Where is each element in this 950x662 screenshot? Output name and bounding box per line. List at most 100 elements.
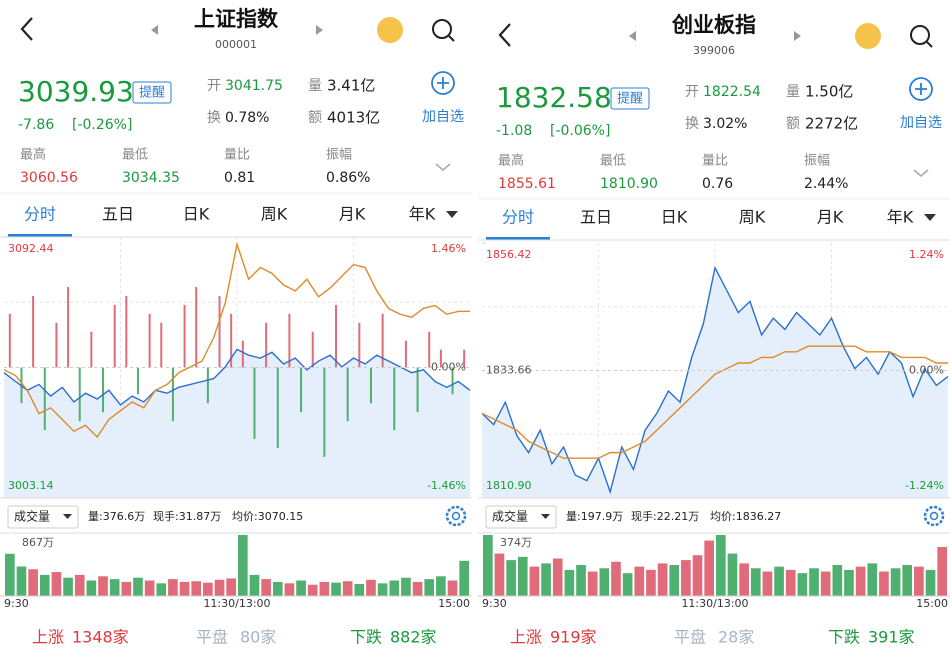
volume-bar: [914, 566, 924, 596]
tab[interactable]: 分时: [502, 208, 534, 227]
tab[interactable]: 年K: [409, 205, 436, 224]
alert-badge[interactable]: [132, 81, 172, 104]
volume-bar: [39, 574, 50, 596]
y2-tick-label: 1.46%: [431, 242, 466, 255]
prev-index[interactable]: [151, 25, 158, 35]
settings-icon[interactable]: [445, 505, 467, 527]
volume-bar: [611, 561, 621, 596]
divider: [472, 0, 478, 662]
change-pct: [-0.26%]: [72, 117, 132, 133]
back-button[interactable]: [498, 23, 511, 47]
volume-bar: [284, 583, 295, 596]
vol-value: 3.41亿: [327, 77, 375, 95]
tab-underline: [8, 234, 72, 237]
volume-bar: [739, 563, 749, 596]
alert-badge[interactable]: [610, 87, 650, 110]
summary-label: 平盘: [196, 628, 228, 647]
back-button[interactable]: [20, 17, 33, 41]
price-area: [4, 349, 470, 498]
vol-label: 量: [786, 84, 800, 100]
volume-bar: [785, 569, 796, 596]
time-label: 9:30: [4, 597, 29, 610]
y-tick-label: 3003.14: [8, 479, 54, 492]
settings-icon[interactable]: [923, 505, 945, 527]
volume-bar: [191, 581, 202, 596]
summary-value: 80家: [240, 628, 276, 647]
search-icon[interactable]: [432, 19, 452, 39]
volume-bar: [587, 571, 598, 596]
volume-bar: [797, 573, 808, 596]
volume-selector[interactable]: [485, 505, 557, 529]
change: -1.08: [496, 123, 532, 139]
volume-selector-text: 成交量: [14, 509, 50, 524]
turnover-label: 换: [207, 109, 221, 126]
volume-bar: [272, 581, 283, 596]
index-title: 创业板指: [671, 13, 756, 37]
tab-dropdown: [446, 211, 458, 218]
tab[interactable]: 月K: [817, 208, 844, 227]
volume-bar: [902, 565, 913, 596]
volume-bar: [179, 581, 190, 596]
y2-tick-label: -1.24%: [905, 479, 944, 492]
volume-bar: [5, 553, 15, 596]
stat-value: 0.86%: [326, 170, 370, 186]
volume-bar: [354, 584, 365, 596]
change: -7.86: [18, 117, 54, 133]
tab[interactable]: 五日: [580, 208, 612, 227]
y-tick-label: 1856.42: [486, 248, 532, 261]
turnover-label: 换: [685, 115, 699, 132]
tab[interactable]: 五日: [102, 205, 134, 224]
volume-bar: [552, 558, 563, 596]
add-icon[interactable]: [909, 77, 933, 101]
index-code: 399006: [693, 44, 735, 57]
search-icon[interactable]: [910, 25, 930, 45]
tab[interactable]: 分时: [24, 205, 56, 224]
volume-bar: [494, 553, 505, 596]
stat-value: 3034.35: [122, 170, 180, 186]
add-plus: [437, 77, 449, 89]
volume-bar: [867, 563, 878, 596]
time-label: 15:00: [916, 597, 948, 610]
stat-label: 振幅: [804, 154, 830, 169]
summary-value: 28家: [718, 628, 754, 647]
volume-avg: 均价:3070.15: [232, 510, 303, 523]
next-index[interactable]: [316, 25, 323, 35]
next-index[interactable]: [794, 31, 801, 41]
open-value: 3041.75: [225, 78, 283, 94]
y-tick-label: 1810.90: [486, 479, 532, 492]
volume-selector[interactable]: [7, 505, 79, 529]
stat-label: 最低: [600, 154, 626, 169]
volume-hand: 现手:31.87万: [153, 509, 221, 523]
tab[interactable]: 月K: [339, 205, 366, 224]
expand-chevron[interactable]: [913, 169, 929, 177]
volume-bar: [844, 569, 854, 596]
vol-label: 量: [308, 78, 322, 94]
volume-bar: [377, 583, 388, 596]
turnover-value: 0.78%: [225, 110, 269, 126]
tab-dropdown: [924, 214, 936, 221]
summary-label: 上涨: [32, 628, 64, 647]
add-icon[interactable]: [431, 71, 455, 95]
stat-label: 最高: [498, 153, 524, 169]
volume-bar: [389, 580, 400, 596]
tab[interactable]: 周K: [261, 205, 288, 224]
volume-avg: 均价:1836.27: [710, 510, 781, 523]
tab[interactable]: 年K: [887, 208, 914, 227]
expand-chevron[interactable]: [435, 163, 451, 171]
summary-value: 1348家: [72, 628, 129, 647]
volume-bar: [109, 579, 120, 596]
tab[interactable]: 日K: [183, 205, 210, 224]
open-label: 开: [685, 84, 699, 100]
volume-bar: [925, 569, 936, 596]
tab[interactable]: 周K: [739, 208, 766, 227]
amount-label: 额: [786, 116, 800, 132]
time-label: 11:30/13:00: [681, 597, 748, 610]
volume-bar: [937, 547, 947, 596]
selector-arrow: [63, 514, 72, 519]
volume-bar: [517, 556, 528, 596]
tab[interactable]: 日K: [661, 208, 688, 227]
stat-value: 0.81: [224, 170, 255, 186]
prev-index[interactable]: [629, 31, 636, 41]
